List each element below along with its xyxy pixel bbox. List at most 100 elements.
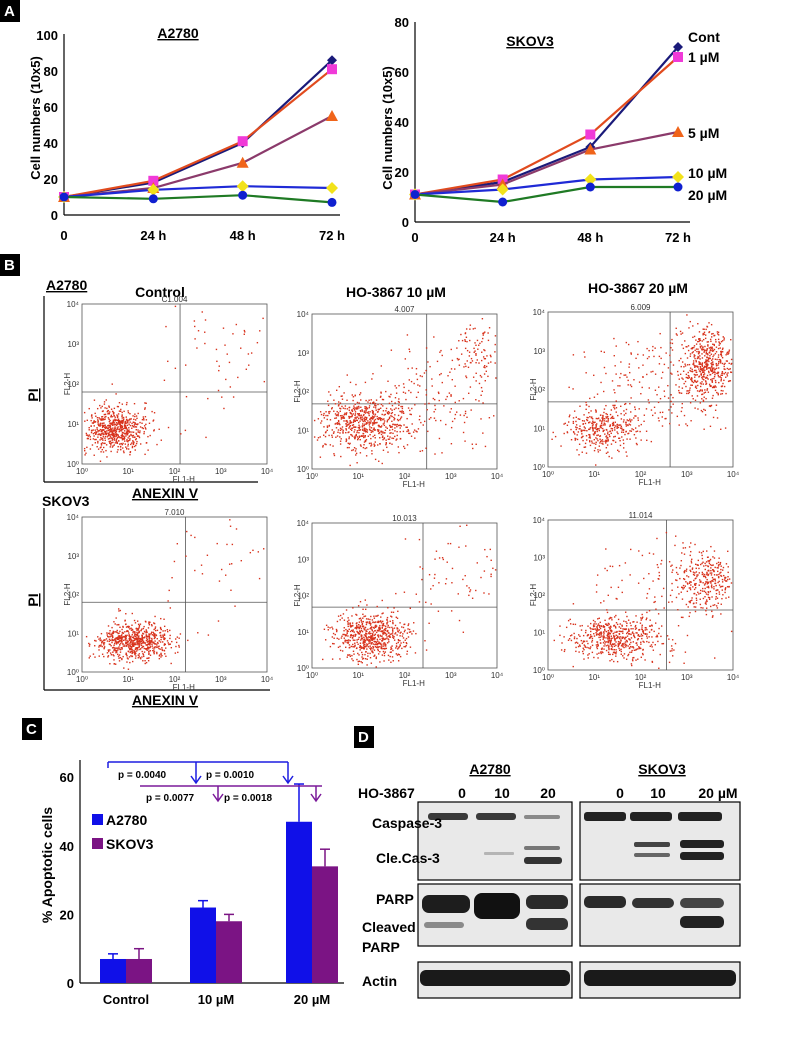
flow-event [388, 632, 390, 634]
flow-event [597, 434, 599, 436]
flow-axis-x-name: FL1-H [639, 681, 661, 690]
flow-event [616, 449, 619, 451]
flow-event [708, 360, 710, 363]
flow-event [451, 378, 453, 381]
flow-event [347, 639, 349, 642]
flow-event [167, 630, 169, 633]
flow-event [156, 641, 159, 644]
flow-event [700, 374, 703, 376]
flow-event [152, 649, 154, 652]
flow-event [642, 376, 644, 378]
flow-event [704, 602, 707, 604]
flow-event [701, 364, 703, 366]
flow-event [694, 407, 696, 409]
flow-event [361, 419, 363, 421]
flow-event [360, 660, 362, 663]
flow-event [345, 425, 348, 428]
flow-event [428, 573, 431, 576]
flow-event [399, 437, 402, 440]
flow-event [112, 631, 115, 634]
flow-event [707, 574, 709, 577]
flow-event [111, 638, 113, 640]
flow-event [448, 392, 451, 394]
flow-event [638, 646, 641, 649]
flow-event [385, 442, 387, 445]
flow-event [721, 578, 724, 581]
flow-event [701, 376, 703, 379]
flow-event [627, 654, 629, 657]
flow-event [155, 646, 157, 648]
flow-event [352, 624, 354, 627]
flow-event [363, 647, 366, 649]
flow-event [614, 391, 616, 394]
flow-event [597, 417, 600, 419]
flow-event [153, 637, 156, 640]
flow-event [370, 437, 372, 440]
flow-event [401, 647, 403, 650]
flow-event [444, 583, 447, 585]
flow-event [379, 621, 381, 623]
flow-event [486, 355, 488, 357]
flow-event [385, 643, 387, 646]
flow-event [632, 646, 634, 648]
flow-xtick: 10⁰ [542, 470, 554, 479]
flow-event [124, 440, 126, 442]
flow-event [633, 621, 635, 623]
flow-event [685, 423, 687, 425]
flow-event [393, 419, 395, 421]
flow-event [100, 434, 102, 437]
flow-event [607, 638, 609, 640]
flow-event [359, 631, 362, 633]
flow-event [109, 632, 111, 634]
flow-event [694, 543, 696, 546]
flow-event [142, 660, 144, 662]
flow-event [395, 645, 398, 648]
flow-event [366, 643, 369, 646]
flow-event [107, 427, 109, 429]
flow-event [135, 444, 137, 447]
flow-event [703, 348, 705, 351]
flow-event [583, 414, 585, 416]
flow-event [104, 437, 106, 439]
flow-event [393, 627, 396, 629]
flow-event [250, 352, 253, 354]
flow-event [615, 614, 617, 617]
flow-event [107, 655, 110, 657]
flow-event [600, 422, 603, 425]
flow-event [91, 417, 93, 419]
flow-event [394, 397, 397, 399]
flow-event [408, 432, 410, 435]
flow-event [482, 334, 484, 336]
flow-event [325, 414, 327, 417]
flow-event [590, 410, 592, 412]
flow-event [681, 387, 684, 389]
flow-event [384, 645, 387, 647]
flow-event [719, 561, 722, 564]
flow-event [138, 626, 141, 628]
flow-event [677, 586, 679, 588]
flow-event [727, 380, 730, 383]
flow-event [129, 431, 131, 433]
flow-event [592, 433, 595, 435]
flow-event [686, 582, 689, 584]
flow-event [129, 438, 131, 440]
flow-event [364, 416, 366, 418]
flow-event [109, 630, 111, 632]
flow-event [109, 649, 111, 651]
flow-event [600, 625, 603, 628]
flow-event [470, 409, 472, 411]
flow-event [701, 365, 704, 367]
flow-event [707, 344, 709, 346]
flow-event [363, 436, 365, 439]
flow-event [610, 417, 612, 420]
flow-event [610, 635, 612, 637]
flow-event [619, 630, 621, 633]
flow-event [727, 571, 729, 574]
flow-xtick: 10³ [215, 675, 227, 684]
flow-event [154, 636, 156, 638]
flow-event [462, 578, 464, 581]
flow-event [336, 620, 339, 623]
flow-event [626, 631, 629, 633]
flow-event [339, 619, 341, 621]
flow-event [404, 447, 406, 450]
